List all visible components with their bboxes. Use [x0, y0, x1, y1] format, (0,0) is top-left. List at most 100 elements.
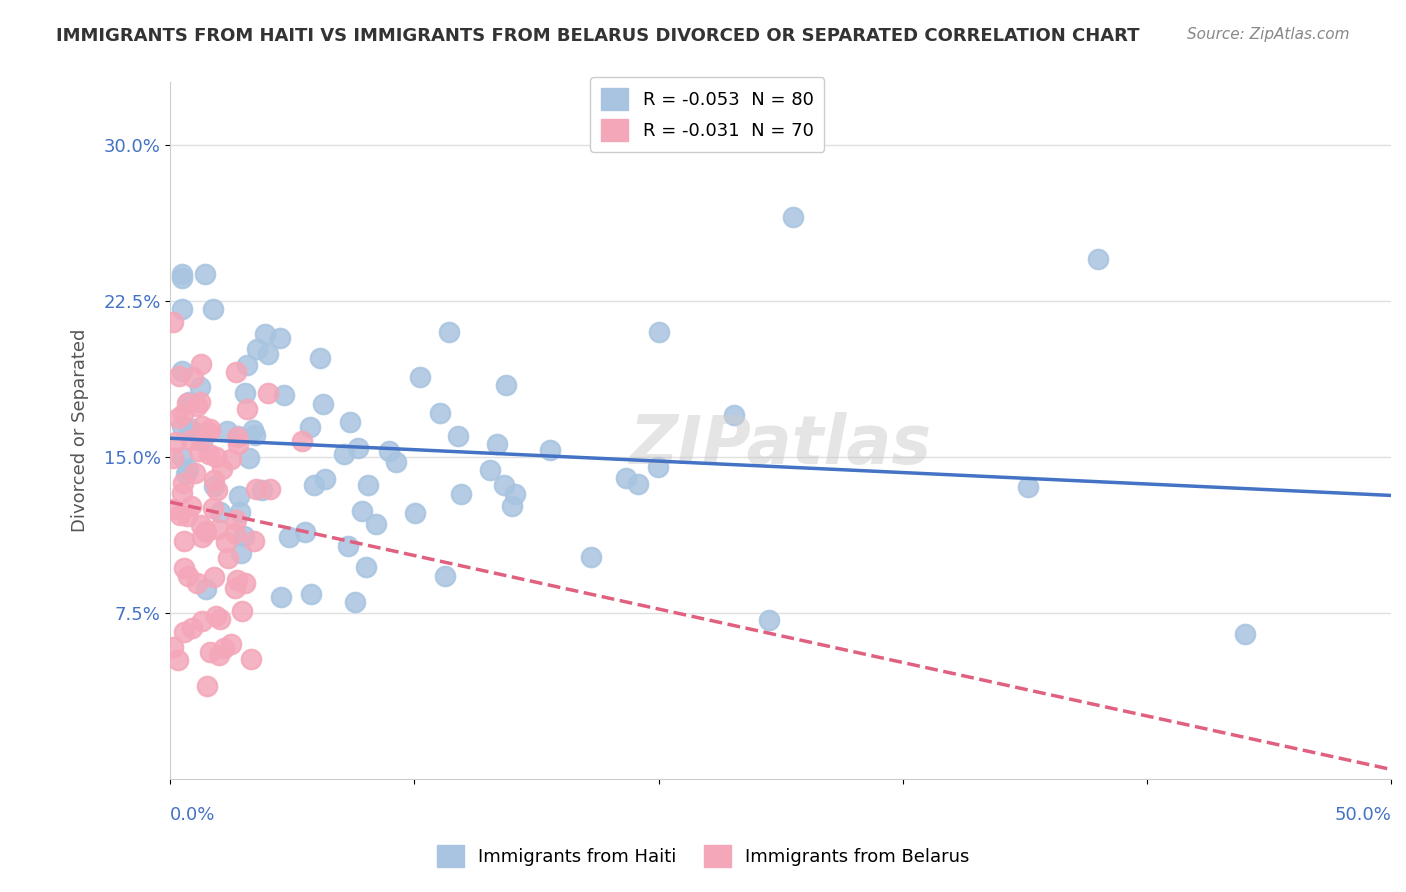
- Point: [190, 518, 212, 533]
- Point: [294, 524, 316, 539]
- Point: [231, 604, 253, 618]
- Point: [253, 327, 276, 342]
- Point: [205, 609, 228, 624]
- Point: [195, 679, 218, 693]
- Point: [270, 591, 292, 605]
- Point: [308, 351, 330, 366]
- Point: [172, 271, 194, 285]
- Text: 0.0%: 0.0%: [170, 805, 215, 824]
- Point: [352, 503, 374, 517]
- Point: [221, 451, 243, 466]
- Point: [162, 450, 184, 465]
- Point: [176, 508, 198, 523]
- Point: [202, 473, 225, 487]
- Point: [190, 419, 212, 434]
- Point: [231, 546, 253, 560]
- Point: [378, 443, 401, 458]
- Text: ZIPatlas: ZIPatlas: [630, 412, 932, 478]
- Point: [169, 508, 191, 523]
- Point: [181, 370, 204, 384]
- Point: [200, 645, 222, 659]
- Point: [209, 612, 232, 626]
- Point: [207, 522, 229, 536]
- Point: [242, 423, 264, 437]
- Point: [190, 357, 212, 371]
- Point: [478, 463, 501, 477]
- Point: [208, 505, 231, 519]
- Point: [278, 531, 301, 545]
- Point: [447, 428, 470, 442]
- Point: [195, 524, 218, 539]
- Point: [186, 576, 208, 591]
- Point: [647, 460, 669, 475]
- Point: [162, 501, 184, 516]
- Point: [172, 301, 194, 316]
- Point: [236, 402, 259, 417]
- Point: [243, 427, 266, 442]
- Point: [242, 533, 264, 548]
- Point: [172, 363, 194, 377]
- Point: [758, 613, 780, 627]
- Point: [202, 479, 225, 493]
- Point: [177, 395, 200, 409]
- Point: [226, 436, 249, 450]
- Point: [233, 529, 256, 543]
- Point: [347, 441, 370, 455]
- Text: Source: ZipAtlas.com: Source: ZipAtlas.com: [1187, 27, 1350, 42]
- Point: [198, 447, 221, 461]
- Point: [211, 462, 233, 476]
- Point: [172, 418, 194, 433]
- Point: [357, 478, 380, 492]
- Point: [179, 421, 201, 435]
- Point: [236, 358, 259, 372]
- Point: [245, 482, 267, 496]
- Point: [723, 409, 745, 423]
- Point: [256, 347, 278, 361]
- Point: [450, 486, 472, 500]
- Point: [162, 640, 184, 654]
- Point: [183, 425, 205, 439]
- Point: [225, 365, 247, 379]
- Point: [250, 483, 273, 497]
- Point: [219, 637, 242, 651]
- Point: [177, 462, 200, 476]
- Point: [226, 429, 249, 443]
- Point: [188, 444, 211, 458]
- Point: [181, 621, 204, 635]
- Point: [229, 505, 252, 519]
- Point: [172, 475, 194, 490]
- Point: [167, 368, 190, 383]
- Point: [1087, 252, 1109, 266]
- Point: [195, 582, 218, 596]
- Point: [165, 435, 187, 450]
- Point: [579, 550, 602, 565]
- Point: [228, 489, 250, 503]
- Point: [333, 447, 356, 461]
- Point: [299, 587, 322, 601]
- Point: [167, 652, 190, 666]
- Point: [191, 615, 214, 629]
- Point: [172, 486, 194, 500]
- Point: [339, 415, 361, 429]
- Point: [188, 380, 211, 394]
- Point: [495, 378, 517, 392]
- Point: [627, 476, 650, 491]
- Point: [614, 471, 637, 485]
- Point: [225, 513, 247, 527]
- Point: [214, 640, 236, 655]
- Point: [208, 648, 231, 662]
- Point: [1233, 626, 1256, 640]
- Point: [494, 478, 516, 492]
- Y-axis label: Divorced or Separated: Divorced or Separated: [72, 329, 89, 533]
- Point: [486, 436, 509, 450]
- Text: 50.0%: 50.0%: [1334, 805, 1391, 824]
- Point: [197, 425, 219, 440]
- Point: [291, 434, 314, 449]
- Point: [245, 343, 267, 357]
- Point: [503, 487, 526, 501]
- Point: [195, 524, 218, 538]
- Point: [205, 450, 228, 465]
- Point: [356, 559, 378, 574]
- Point: [259, 482, 281, 496]
- Point: [404, 506, 426, 520]
